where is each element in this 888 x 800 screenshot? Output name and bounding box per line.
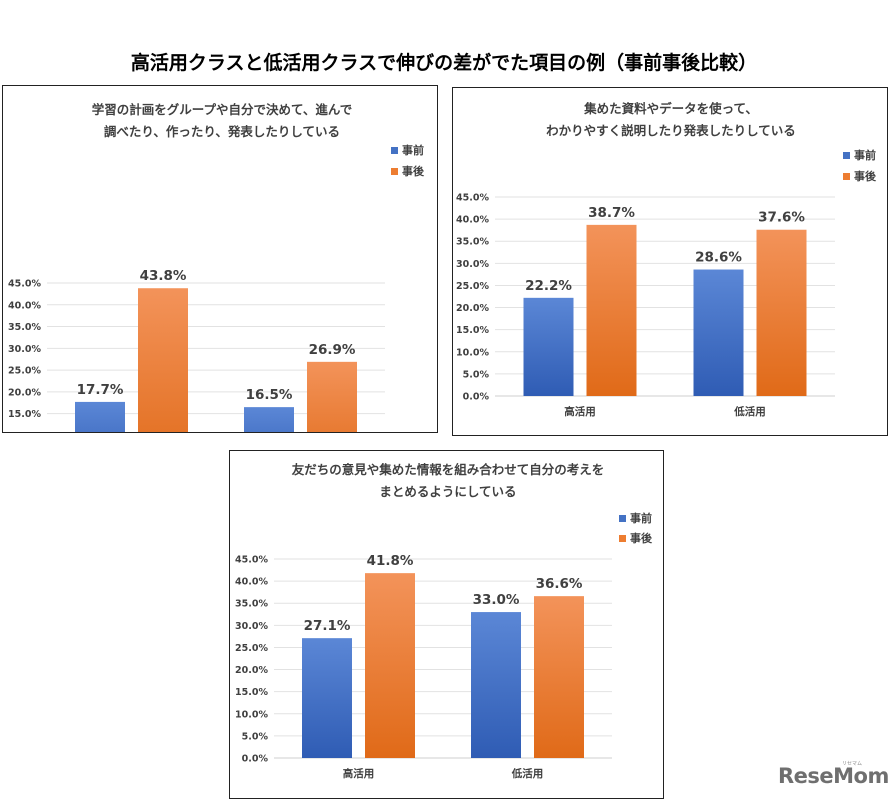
y-tick-label: 5.0%	[242, 731, 269, 742]
data-label: 16.5%	[246, 387, 293, 403]
chart-title-line: 学習の計画をグループや自分で決めて、進んで	[92, 102, 353, 117]
chart-panel-explaining: 集めた資料やデータを使って、わかりやすく説明したり発表したりしている 0.0% 5.…	[452, 87, 888, 436]
bar-after-1	[307, 361, 357, 432]
legend-swatch-before	[391, 147, 398, 154]
page-title: 高活用クラスと低活用クラスで伸びの差がでた項目の例（事前事後比較）	[130, 52, 758, 74]
y-tick-label: 20.0%	[8, 387, 41, 398]
data-label: 33.0%	[473, 592, 520, 608]
chart-panel-combining: 友だちの意見や集めた情報を組み合わせて自分の考えを まとめるようにしている 0.0%…	[229, 450, 664, 799]
bar-before-0	[523, 297, 574, 396]
x-category-label: 低活用	[733, 405, 766, 418]
y-tick-label: 25.0%	[456, 281, 489, 292]
data-label: 37.6%	[758, 210, 805, 226]
bar-before-1	[244, 407, 294, 432]
bar-before-1	[471, 612, 521, 758]
bar-before-0	[302, 638, 352, 758]
bar-after-1	[756, 229, 807, 396]
legend-swatch-after	[843, 173, 850, 180]
y-tick-label: 15.0%	[8, 409, 41, 420]
y-tick-label: 30.0%	[8, 344, 41, 355]
y-tick-label: 40.0%	[456, 215, 489, 226]
data-label: 26.9%	[309, 342, 356, 358]
y-tick-label: 5.0%	[463, 369, 490, 380]
legend-swatch-before	[843, 152, 850, 159]
data-label: 28.6%	[695, 250, 742, 266]
chart-title-line: 調べたり、作ったり、発表したりしている	[104, 124, 340, 139]
legend-swatch-before	[619, 515, 626, 522]
chart-title-line: まとめるようにしている	[379, 484, 516, 499]
brand-logo: ReseMom	[778, 764, 888, 788]
y-tick-label: 40.0%	[8, 300, 41, 311]
y-tick-label: 0.0%	[242, 754, 269, 765]
legend-swatch-after	[619, 535, 626, 542]
bar-after-0	[586, 224, 637, 396]
legend-label: 事前	[630, 511, 652, 525]
y-tick-label: 45.0%	[235, 555, 268, 566]
bar-after-0	[138, 288, 188, 432]
bar-after-1	[534, 596, 584, 758]
y-tick-label: 45.0%	[8, 279, 41, 290]
chart-title-line: 友だちの意見や集めた情報を組み合わせて自分の考えを	[291, 462, 605, 477]
bar-before-0	[75, 401, 125, 432]
data-label: 27.1%	[304, 618, 351, 634]
y-tick-label: 30.0%	[235, 621, 268, 632]
legend-label: 事前	[854, 148, 876, 162]
y-tick-label: 30.0%	[456, 259, 489, 270]
chart-title-line: わかりやすく説明したり発表したりしている	[546, 123, 796, 138]
y-tick-label: 35.0%	[235, 599, 268, 610]
y-tick-label: 20.0%	[235, 665, 268, 676]
chart-title-line: 集めた資料やデータを使って、	[583, 101, 758, 116]
brand-logo-sub: リセマム	[842, 761, 863, 767]
x-category-label: 高活用	[343, 767, 375, 780]
y-tick-label: 15.0%	[235, 687, 268, 698]
x-category-label: 低活用	[511, 767, 544, 780]
data-label: 22.2%	[525, 278, 572, 294]
y-tick-label: 45.0%	[456, 193, 489, 204]
data-label: 17.7%	[77, 382, 124, 398]
data-label: 36.6%	[536, 576, 583, 592]
legend-label: 事後	[854, 169, 877, 183]
data-label: 43.8%	[140, 268, 187, 284]
chart-explaining: 集めた資料やデータを使って、わかりやすく説明したり発表したりしている 0.0% 5.…	[456, 101, 877, 418]
y-tick-label: 35.0%	[456, 237, 489, 248]
y-tick-label: 25.0%	[235, 643, 268, 654]
y-tick-label: 20.0%	[456, 303, 489, 314]
data-label: 41.8%	[367, 553, 414, 569]
y-tick-label: 10.0%	[8, 431, 41, 432]
legend-label: 事後	[630, 531, 653, 545]
x-category-label: 高活用	[564, 405, 596, 418]
y-tick-label: 0.0%	[463, 392, 490, 403]
y-tick-label: 35.0%	[8, 322, 41, 333]
chart-panel-planning: 学習の計画をグループや自分で決めて、進んで 調べたり、作ったり、発表したりしている…	[2, 85, 438, 433]
y-tick-label: 15.0%	[456, 325, 489, 336]
y-tick-label: 10.0%	[456, 347, 489, 358]
legend-label: 事後	[402, 164, 425, 178]
bar-before-1	[693, 269, 744, 396]
chart-planning: 学習の計画をグループや自分で決めて、進んで調べたり、作ったり、発表したりしている…	[8, 102, 425, 432]
data-label: 38.7%	[588, 205, 635, 221]
y-tick-label: 10.0%	[235, 709, 268, 720]
y-tick-label: 40.0%	[235, 577, 268, 588]
legend-swatch-after	[391, 168, 398, 175]
legend-label: 事前	[402, 143, 424, 157]
bar-after-0	[365, 573, 415, 758]
y-tick-label: 25.0%	[8, 366, 41, 377]
